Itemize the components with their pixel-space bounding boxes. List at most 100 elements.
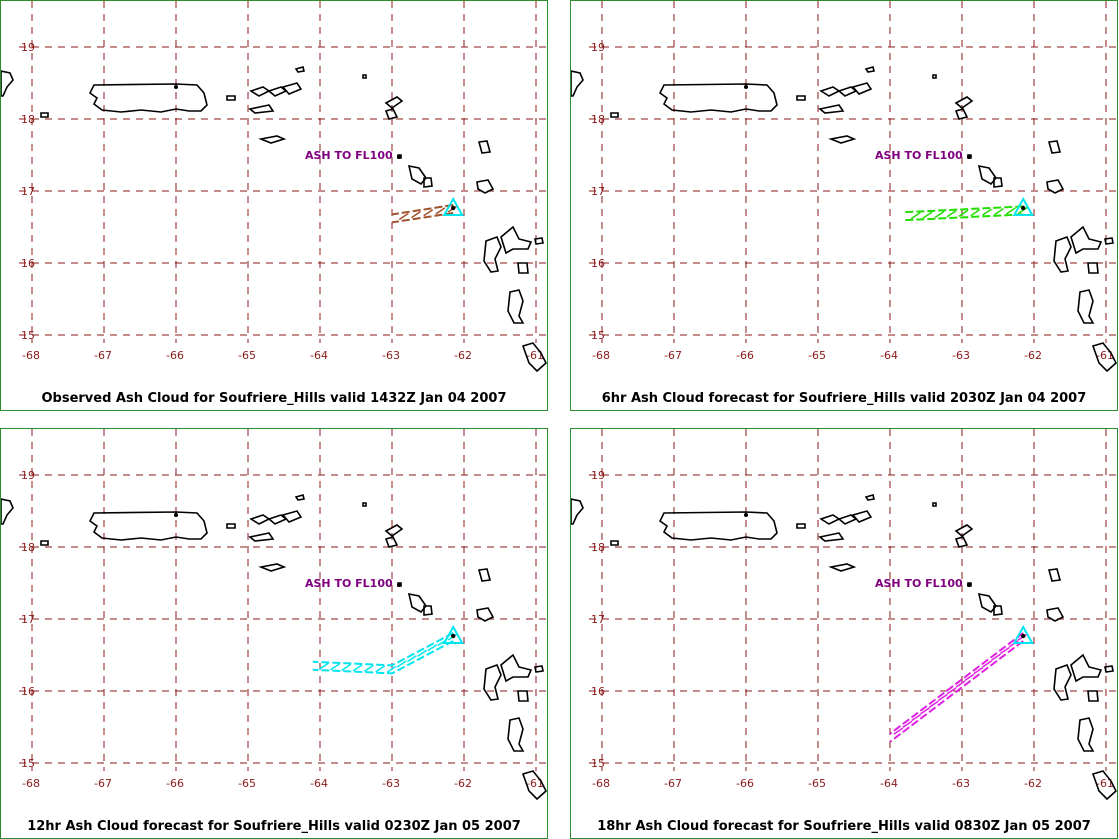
- ash-cloud-hatch: [946, 210, 957, 218]
- coastline-vieques: [796, 95, 806, 101]
- coastline-puerto-rico: [658, 511, 778, 541]
- coastline-guadeloupe-e: [500, 225, 533, 255]
- coastline-culebra: [818, 104, 845, 114]
- ash-altitude-label: ASH TO FL100: [305, 577, 393, 590]
- coastline-anguilla: [954, 524, 974, 538]
- coastline-hispaniola: [1, 70, 14, 97]
- lat-tick-label: 18: [21, 541, 35, 554]
- ash-cloud-hatch: [318, 662, 329, 670]
- coastline-puerto-rico: [88, 83, 208, 113]
- coastline-guadeloupe-w: [1053, 235, 1072, 273]
- lat-tick-label: 16: [591, 257, 605, 270]
- coastline-guadeloupe-e: [500, 653, 533, 683]
- coastline-guadeloupe-n: [476, 179, 495, 194]
- coastline-guadeloupe-w: [483, 663, 502, 701]
- town-dot: [967, 155, 971, 159]
- ash-cloud-hatch: [375, 665, 386, 673]
- coastline-stt4: [864, 494, 875, 501]
- lat-tick-label: 17: [591, 613, 605, 626]
- ash-cloud-hatch: [964, 673, 975, 681]
- coastline-stcroix: [828, 563, 857, 572]
- town-dot: [744, 85, 748, 89]
- lon-tick-label: -66: [166, 349, 184, 362]
- coastline-dominica: [507, 289, 525, 324]
- ash-altitude-label: ASH TO FL100: [305, 149, 393, 162]
- coastline-desirade: [1104, 237, 1114, 245]
- ash-cloud-hatch: [386, 665, 397, 674]
- ash-cloud-hatch: [893, 727, 904, 735]
- lat-tick-label: 19: [591, 469, 605, 482]
- ash-cloud-hatch: [955, 680, 966, 688]
- lon-tick-label: -67: [664, 349, 682, 362]
- coastline-guadeloupe-w: [1053, 663, 1072, 701]
- ash-cloud-edge: [904, 213, 1024, 222]
- coastline-nevis: [423, 177, 433, 188]
- lon-tick-label: -64: [880, 349, 898, 362]
- coastline-desirade: [534, 237, 544, 245]
- coastline-desirade: [534, 665, 544, 673]
- lat-tick-label: 19: [21, 469, 35, 482]
- coastline-martinique: [1091, 770, 1117, 801]
- ash-cloud-hatch: [1017, 206, 1028, 215]
- coastline-guadeloupe-n: [1046, 607, 1065, 622]
- coastline-antigua: [1047, 140, 1062, 154]
- coastline-stt3: [281, 82, 303, 95]
- coastline-antigua: [1047, 568, 1062, 582]
- ash-cloud: [889, 632, 1028, 743]
- ash-cloud-edge: [904, 205, 1024, 214]
- lon-tick-label: -65: [808, 349, 826, 362]
- lon-tick-label: -64: [310, 349, 328, 362]
- coastline-culebra: [818, 532, 845, 542]
- coastline-puerto-rico: [88, 511, 208, 541]
- lat-tick-label: 15: [21, 757, 35, 770]
- volcano-triangle-icon: [442, 624, 464, 644]
- ash-cloud-hatch: [406, 654, 417, 663]
- ash-cloud: [312, 632, 458, 675]
- coastline-vieques: [226, 523, 236, 529]
- map-panel-6hr: 19 18 17 16 15 -68 -67 -66 -65 -64 -63 -62 -61 ASH TO…: [570, 0, 1118, 411]
- lon-tick-label: -62: [454, 349, 472, 362]
- coastlines: [1, 494, 547, 801]
- coastline-stt3: [851, 82, 873, 95]
- lat-tick-label: 15: [21, 329, 35, 342]
- lat-tick-label: 17: [21, 613, 35, 626]
- lat-tick-label: 18: [21, 113, 35, 126]
- lat-lon-grid: [589, 1, 1117, 343]
- ash-cloud-hatch: [928, 700, 939, 708]
- ash-cloud-hatch: [982, 208, 992, 216]
- town-dot: [744, 513, 748, 517]
- coastline-guadeloupe-e: [1070, 225, 1103, 255]
- lat-lon-grid: [589, 429, 1117, 771]
- ash-cloud-hatch: [946, 687, 957, 695]
- coastline-hispaniola: [1, 498, 14, 525]
- lon-tick-label: -62: [1024, 349, 1042, 362]
- lat-tick-label: 16: [591, 685, 605, 698]
- ash-altitude-label: ASH TO FL100: [875, 577, 963, 590]
- lat-tick-label: 17: [591, 185, 605, 198]
- ash-cloud-hatch: [911, 714, 922, 722]
- coastline-stt1: [819, 514, 841, 525]
- lat-tick-label: 16: [21, 257, 35, 270]
- lat-tick-label: 19: [21, 41, 35, 54]
- coastline-anguilla: [954, 96, 974, 110]
- town-dot: [174, 513, 178, 517]
- volcano-triangle-icon: [442, 196, 464, 216]
- lon-tick-label: -68: [22, 777, 40, 790]
- coastline-stmartin: [954, 536, 969, 548]
- lon-tick-label: -67: [94, 777, 112, 790]
- town-dot: [397, 583, 401, 587]
- lat-lon-grid: [19, 429, 547, 771]
- coastline-culebra: [248, 532, 275, 542]
- coastline-stmartin: [384, 536, 399, 548]
- lon-tick-label: -64: [880, 777, 898, 790]
- coastline-antigua: [477, 568, 492, 582]
- coastlines: [571, 66, 1117, 373]
- coastline-stt3: [851, 510, 873, 523]
- lon-tick-label: -66: [736, 349, 754, 362]
- coastline-barbuda-sm: [362, 502, 367, 507]
- lat-tick-label: 15: [591, 329, 605, 342]
- ash-cloud-hatch: [1000, 646, 1010, 655]
- coastline-dominica: [1077, 717, 1095, 752]
